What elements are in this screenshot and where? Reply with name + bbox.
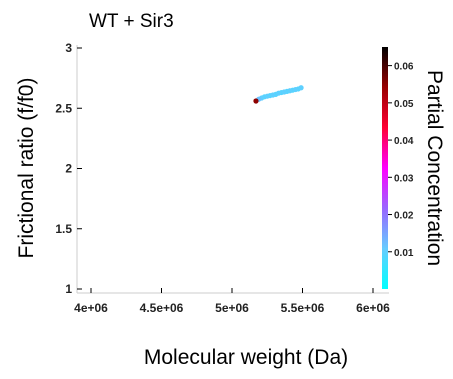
chart-title: WT + Sir3: [89, 11, 174, 32]
data-point: [275, 90, 282, 96]
colorbar-tick-label: 0.06: [394, 62, 414, 73]
colorbar-label: Partial Concentration: [423, 70, 446, 266]
y-axis-label: Frictional ratio (f/f0): [15, 78, 38, 259]
y-tick-label: 1.5: [55, 222, 72, 236]
y-ticks: 1 1.5 2 2.5 3: [55, 41, 82, 296]
y-tick-label: 1: [65, 282, 72, 296]
x-tick-label: 5e+06: [215, 301, 249, 315]
data-point: [298, 85, 304, 91]
data-point: [264, 93, 270, 99]
colorbar-tick-label: 0.02: [394, 211, 414, 222]
data-point: [292, 86, 299, 93]
colorbar-tick-label: 0.05: [394, 99, 414, 110]
plot-area: [77, 45, 389, 293]
colorbar: [382, 47, 388, 289]
x-tick-label: 4.5e+06: [140, 301, 184, 315]
data-points: [253, 85, 304, 104]
y-tick-label: 2: [65, 162, 72, 176]
x-tick-label: 5.5e+06: [281, 301, 325, 315]
colorbar-tick-label: 0.03: [394, 173, 414, 184]
colorbar-tick-label: 0.04: [394, 136, 414, 147]
x-tick-label: 6e+06: [356, 301, 390, 315]
y-tick-label: 3: [65, 41, 72, 55]
data-point: [270, 92, 276, 98]
x-axis-label: Molecular weight (Da): [144, 346, 348, 369]
colorbar-tick-label: 0.01: [394, 248, 414, 259]
x-ticks: 4e+06 4.5e+06 5e+06 5.5e+06 6e+06: [74, 288, 390, 315]
data-point: [253, 98, 259, 104]
data-point: [281, 89, 287, 95]
data-point: [287, 88, 293, 94]
colorbar-ticks: 0.01 0.02 0.03 0.04 0.05 0.06: [388, 62, 414, 259]
y-tick-label: 2.5: [55, 101, 72, 115]
x-tick-label: 4e+06: [74, 301, 108, 315]
